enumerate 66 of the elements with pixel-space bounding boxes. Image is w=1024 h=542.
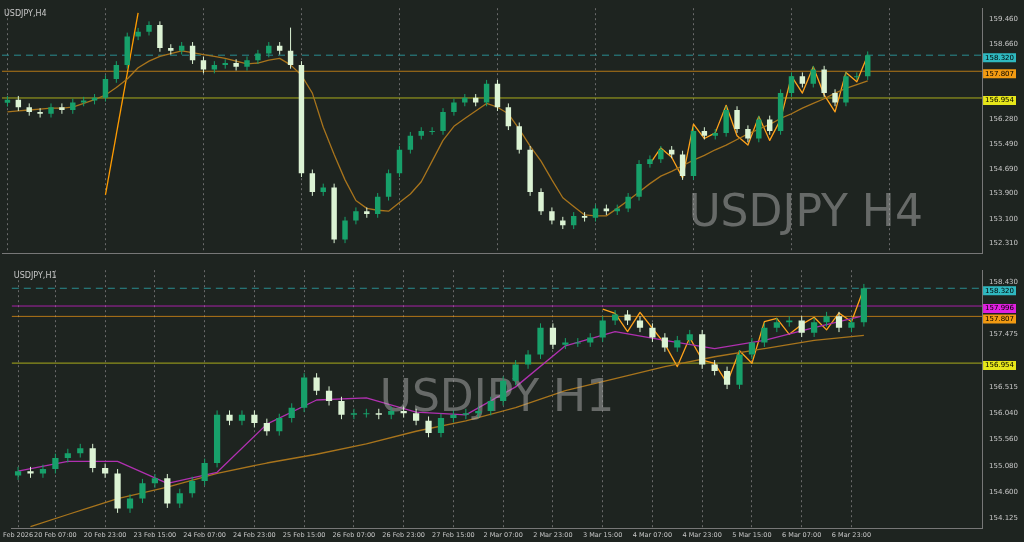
candlestick	[89, 443, 96, 473]
candlestick	[37, 107, 43, 119]
candlestick	[338, 396, 345, 420]
candlestick	[647, 154, 653, 169]
candlestick	[374, 192, 381, 219]
candlestick	[176, 488, 183, 509]
candlestick	[748, 337, 756, 360]
candlestick	[821, 65, 827, 98]
candlestick	[810, 65, 816, 88]
candlestick	[189, 476, 196, 499]
candlestick	[649, 322, 656, 343]
candlestick	[864, 50, 871, 81]
candlestick	[679, 150, 686, 181]
candlestick	[494, 79, 501, 112]
chart-title: USDJPY,H4	[4, 9, 47, 19]
candlestick	[625, 192, 631, 213]
candlestick	[538, 187, 544, 216]
candlestick	[832, 88, 838, 107]
candlestick	[385, 169, 392, 202]
candlestick	[612, 309, 619, 326]
candlestick	[52, 453, 59, 474]
candlestick	[723, 366, 731, 390]
candlestick	[113, 60, 120, 84]
candlestick	[255, 49, 261, 65]
candlestick	[157, 20, 163, 53]
candlestick	[429, 126, 435, 136]
candlestick	[325, 385, 333, 406]
candlestick	[516, 122, 522, 155]
candlestick	[14, 466, 22, 481]
candlestick	[505, 102, 512, 131]
candlestick	[135, 27, 141, 41]
candlestick	[761, 322, 768, 348]
candlestick	[396, 145, 403, 178]
candlestick	[599, 315, 606, 343]
candlestick	[288, 402, 295, 423]
candlestick	[798, 315, 805, 338]
candlestick	[189, 41, 196, 65]
candlestick	[309, 169, 316, 197]
candlestick	[244, 55, 250, 72]
candlestick	[756, 115, 762, 143]
candlestick	[48, 102, 54, 119]
candlestick	[766, 115, 773, 136]
candlestick	[201, 458, 208, 486]
candlestick	[146, 20, 152, 36]
candlestick	[723, 105, 729, 138]
candlestick	[276, 413, 283, 437]
candlestick	[350, 408, 358, 420]
candlestick	[440, 107, 446, 136]
candlestick	[139, 478, 146, 504]
candlestick	[59, 102, 65, 115]
candlestick	[151, 473, 158, 489]
candlestick	[407, 131, 414, 155]
annotation: USDJPY H4	[688, 184, 923, 236]
candlestick	[102, 74, 109, 103]
chart-title: USDJPY,H1	[13, 271, 57, 281]
candlestick	[313, 372, 320, 396]
candlestick	[636, 315, 644, 333]
candlestick	[788, 71, 795, 98]
candlestick	[811, 317, 818, 338]
candlestick	[238, 409, 246, 426]
candlestick	[287, 27, 294, 70]
candlestick	[734, 105, 740, 134]
candlestick	[342, 216, 348, 244]
candlestick	[549, 322, 557, 350]
candlestick	[835, 311, 843, 333]
candlestick	[233, 58, 239, 72]
